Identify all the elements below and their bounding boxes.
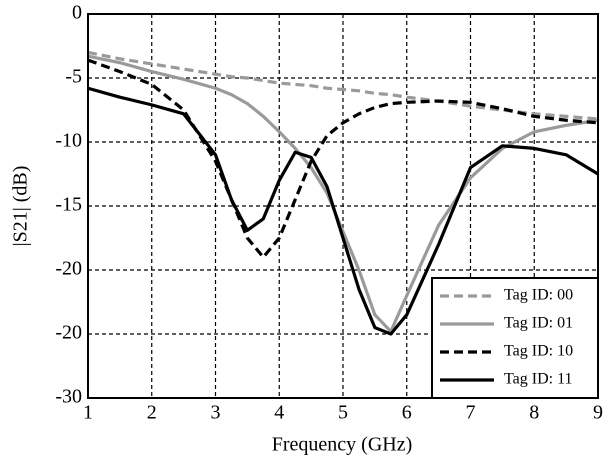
- y-tick-label: -20: [55, 258, 82, 280]
- series-line: [87, 86, 599, 336]
- x-axis-label: Frequency (GHz): [272, 434, 413, 456]
- legend-label: Tag ID: 10: [504, 343, 573, 360]
- y-tick-label: -20: [55, 322, 82, 344]
- x-tick-label: 5: [338, 402, 348, 424]
- y-tick-label: -5: [65, 66, 82, 88]
- x-tick-label: 4: [274, 402, 284, 424]
- legend-box: [431, 277, 599, 399]
- legend-label: Tag ID: 11: [504, 371, 573, 388]
- x-tick-label: 7: [466, 402, 476, 424]
- y-tick-label: -10: [55, 130, 82, 152]
- legend-label: Tag ID: 01: [504, 315, 573, 332]
- x-tick-label: 2: [147, 402, 157, 424]
- x-tick-label: 3: [211, 402, 221, 424]
- x-tick-label: 8: [529, 402, 539, 424]
- legend-label: Tag ID: 00: [504, 287, 573, 304]
- y-tick-label: 0: [72, 2, 82, 24]
- y-axis-label: |S21| (dB): [10, 166, 32, 247]
- plot-frame: [87, 13, 599, 399]
- series-line: [87, 50, 599, 121]
- x-tick-label: 6: [402, 402, 412, 424]
- x-tick-label: 9: [593, 402, 603, 424]
- series-line: [87, 58, 599, 259]
- y-tick-label: -30: [55, 386, 82, 408]
- y-tick-label: -15: [55, 194, 82, 216]
- series-line: [87, 54, 599, 334]
- x-tick-label: 1: [83, 402, 93, 424]
